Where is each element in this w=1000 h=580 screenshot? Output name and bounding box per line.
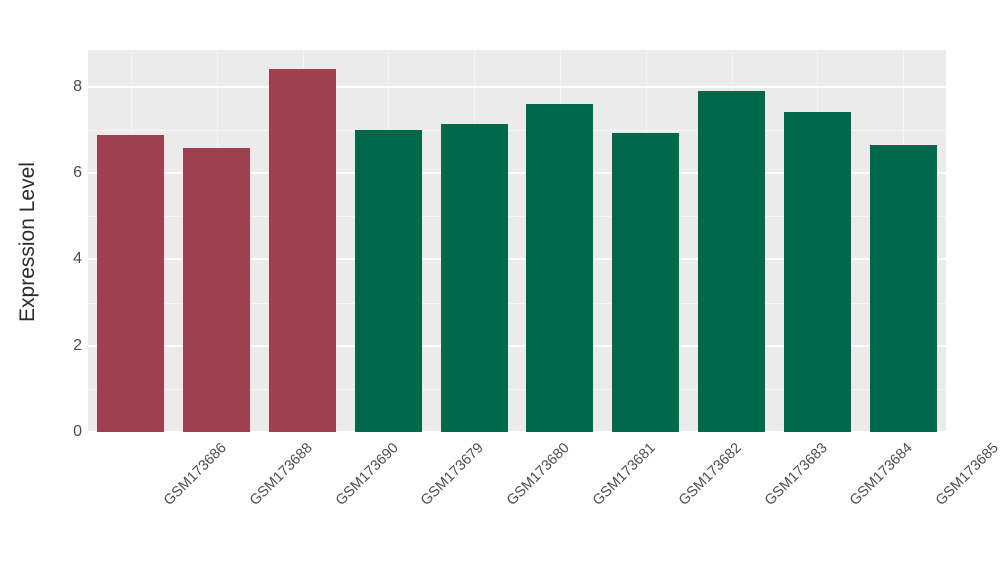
x-tick-label: GSM173683 xyxy=(761,440,831,509)
bar xyxy=(97,135,165,432)
gridline-minor xyxy=(88,216,946,218)
x-tick-label: GSM173684 xyxy=(847,440,917,509)
bar xyxy=(698,91,765,432)
bar xyxy=(183,147,251,432)
y-tick-label: 6 xyxy=(73,164,82,182)
gridline-minor xyxy=(88,302,946,304)
y-axis-title: Expression Level xyxy=(0,0,56,580)
plot-panel xyxy=(88,50,946,432)
gridline-major xyxy=(88,172,946,175)
x-tick-label: GSM173680 xyxy=(503,440,573,509)
x-tick-label: GSM173686 xyxy=(160,440,230,509)
gridline-major xyxy=(88,344,946,347)
x-axis-tick-labels: GSM173686 GSM173688 GSM173690 GSM173679 GSM1… xyxy=(88,432,1000,580)
y-tick-label: 0 xyxy=(73,423,82,440)
y-axis-title-label: Expression Level xyxy=(16,162,39,322)
y-tick-label: 2 xyxy=(73,336,82,354)
bar xyxy=(269,68,336,432)
bar xyxy=(869,145,937,432)
bar xyxy=(783,111,851,432)
y-tick-label: 4 xyxy=(73,250,82,268)
x-tick-label: GSM173681 xyxy=(589,440,659,509)
gridline-minor xyxy=(88,129,946,131)
x-tick-label: GSM173679 xyxy=(418,440,488,509)
bar xyxy=(612,132,680,432)
x-tick-label: GSM173682 xyxy=(675,440,745,509)
gridline-minor xyxy=(88,388,946,390)
gridline-major xyxy=(88,258,946,261)
y-tick-label: 8 xyxy=(73,77,82,95)
bar xyxy=(526,104,594,432)
bar xyxy=(440,124,508,432)
y-axis-tick-labels: 0 2 4 6 8 xyxy=(56,50,88,440)
gridline-major xyxy=(88,431,946,432)
bar xyxy=(354,129,422,432)
x-tick-label: GSM173685 xyxy=(932,440,1000,509)
x-tick-label: GSM173690 xyxy=(332,440,402,509)
gridline-major xyxy=(88,85,946,88)
x-tick-label: GSM173688 xyxy=(246,440,316,509)
